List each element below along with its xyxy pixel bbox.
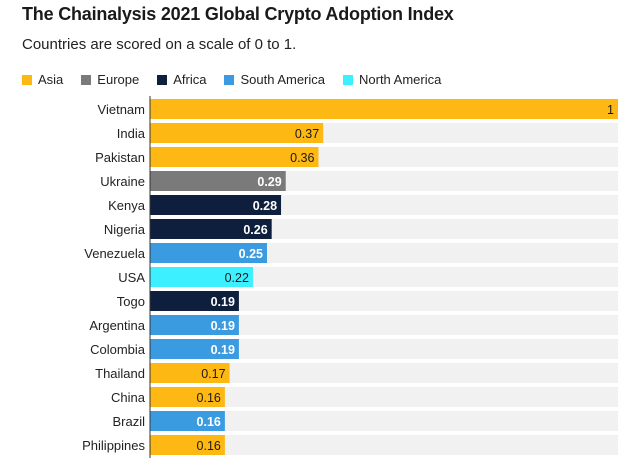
legend-label: Asia xyxy=(38,72,64,87)
legend-swatch-europe xyxy=(81,74,92,85)
category-label: Pakistan xyxy=(95,150,145,165)
legend-label: North America xyxy=(359,72,442,87)
value-label: 0.22 xyxy=(225,271,249,285)
bar-track xyxy=(150,435,618,455)
legend-swatch-africa xyxy=(157,74,168,85)
value-label: 0.37 xyxy=(295,127,319,141)
value-label: 0.19 xyxy=(211,343,235,357)
legend-item-asia: Asia xyxy=(22,72,63,87)
category-label: Philippines xyxy=(82,438,145,453)
bar-china xyxy=(150,387,225,407)
legend-label: Africa xyxy=(173,72,207,87)
category-label: Kenya xyxy=(108,198,146,213)
legend-label: South America xyxy=(240,72,325,87)
value-label: 0.28 xyxy=(253,199,277,213)
value-label: 1 xyxy=(607,103,614,117)
legend-swatch-north-america xyxy=(343,74,353,85)
value-label: 0.17 xyxy=(201,367,225,381)
bar-colombia xyxy=(150,339,239,359)
value-label: 0.16 xyxy=(197,415,221,429)
legend-item-europe: Europe xyxy=(81,72,139,87)
bar-venezuela xyxy=(150,243,267,263)
category-label: Colombia xyxy=(90,342,146,357)
chart-title: The Chainalysis 2021 Global Crypto Adopt… xyxy=(22,4,454,24)
bar-pakistan xyxy=(150,147,319,167)
bar-track xyxy=(150,291,618,311)
value-label: 0.16 xyxy=(197,391,221,405)
bar-thailand xyxy=(150,363,230,383)
chart-legend: Asia Europe Africa South America North Ameri… xyxy=(22,72,459,87)
legend-label: Europe xyxy=(97,72,140,87)
bar-nigeria xyxy=(150,219,272,239)
category-label: China xyxy=(111,390,146,405)
category-label: India xyxy=(117,126,146,141)
value-label: 0.16 xyxy=(197,439,221,453)
category-label: Thailand xyxy=(95,366,145,381)
legend-swatch-asia xyxy=(22,74,32,85)
value-label: 0.25 xyxy=(239,247,263,261)
bar-usa xyxy=(150,267,253,287)
category-label: Argentina xyxy=(89,318,145,333)
category-label: USA xyxy=(118,270,145,285)
chart-subtitle: Countries are scored on a scale of 0 to … xyxy=(22,36,297,53)
bar-track xyxy=(150,339,618,359)
bar-philippines xyxy=(150,435,225,455)
legend-item-africa: Africa xyxy=(157,72,206,87)
category-label: Ukraine xyxy=(100,174,145,189)
bar-track xyxy=(150,315,618,335)
value-label: 0.29 xyxy=(257,175,281,189)
bar-brazil xyxy=(150,411,225,431)
value-label: 0.19 xyxy=(211,295,235,309)
legend-item-north-america: North America xyxy=(343,72,441,87)
category-label: Togo xyxy=(117,294,145,309)
legend-item-south-america: South America xyxy=(224,72,325,87)
bar-track xyxy=(150,363,618,383)
bar-togo xyxy=(150,291,239,311)
bar-track xyxy=(150,411,618,431)
bar-track xyxy=(150,267,618,287)
bar-vietnam xyxy=(150,99,618,119)
value-label: 0.19 xyxy=(211,319,235,333)
bar-argentina xyxy=(150,315,239,335)
category-label: Nigeria xyxy=(104,222,146,237)
bar-chart: Vietnam 1 India 0.37 Pakistan 0.36 Ukraine 0.29… xyxy=(82,96,618,458)
category-label: Venezuela xyxy=(84,246,145,261)
bar-track xyxy=(150,387,618,407)
value-label: 0.26 xyxy=(243,223,267,237)
bar-ukraine xyxy=(150,171,286,191)
legend-swatch-south-america xyxy=(224,74,235,85)
category-label: Brazil xyxy=(112,414,145,429)
bar-india xyxy=(150,123,324,143)
bar-kenya xyxy=(150,195,282,215)
category-label: Vietnam xyxy=(98,102,145,117)
value-label: 0.36 xyxy=(290,151,314,165)
